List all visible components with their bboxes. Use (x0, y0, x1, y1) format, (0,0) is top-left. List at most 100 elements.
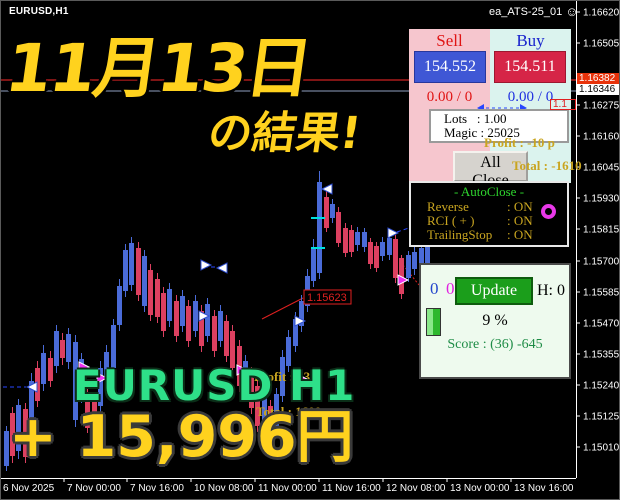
candle-body (243, 361, 248, 396)
candle-body (10, 413, 15, 456)
price-axis-label: 1.15010 (583, 443, 620, 454)
trade-arrow-icon (200, 259, 213, 271)
candle-body (299, 301, 304, 326)
price-axis-label: 1.16275 (583, 101, 620, 112)
price-axis-label: 1.15930 (583, 194, 620, 205)
trade-arrow-icon (387, 227, 400, 239)
price-tag-box (303, 289, 352, 305)
price-axis-label: 1.16620 (583, 8, 620, 19)
candle-body (330, 204, 335, 218)
time-axis-label: 11 Nov 00:00 (258, 483, 317, 494)
candle-body (368, 242, 373, 264)
lots-magic-box: Lots : 1.00 Magic : 25025 (429, 109, 569, 143)
price-axis-label: 1.15125 (583, 412, 620, 423)
candle-body (425, 244, 430, 263)
candle-body (136, 248, 141, 295)
candle-body (262, 396, 267, 435)
candle-body (199, 311, 204, 346)
update-button[interactable]: Update (455, 277, 533, 305)
candle-body (224, 321, 229, 356)
candle-body (374, 246, 379, 268)
candle-body (92, 400, 97, 429)
overlay-symbol-period: EURUSD H1 (73, 361, 356, 410)
lots-line: Lots : 1.00 (444, 111, 507, 126)
candle-body (274, 394, 279, 430)
candle-body (205, 304, 210, 336)
autoclose-row-trailingstop: TrailingStop : ON (411, 228, 567, 242)
time-axis-label: 6 Nov 2025 (3, 483, 55, 494)
trailingstop-value: : ON (507, 227, 533, 242)
percent-value: 9 % (482, 312, 508, 329)
time-axis-label: 13 Nov 00:00 (450, 483, 510, 494)
candle-body (311, 247, 316, 281)
candle-body (349, 230, 354, 252)
price-axis-label: 1.16045 (583, 163, 620, 174)
total-text-bottom: Total : 1600 p (256, 404, 332, 419)
trade-arrow-icon (294, 315, 307, 327)
candle-body (280, 357, 285, 396)
candle-body (268, 406, 273, 450)
price-axis-label: 1.15355 (583, 350, 620, 361)
candle-body (142, 256, 147, 306)
candle-body (66, 334, 71, 362)
close-arrow-icon (78, 361, 91, 373)
close-arrow-icon (296, 373, 309, 385)
candle-body (60, 340, 65, 358)
price-axis-label: 1.15240 (583, 381, 620, 392)
price-axis-label: 1.15700 (583, 257, 620, 268)
magenta-count: 0 (446, 279, 455, 298)
candle-body (336, 212, 341, 243)
reverse-value: : ON (507, 199, 533, 214)
trade-arrow-icon (215, 262, 228, 274)
time-axis-label: 7 Nov 16:00 (130, 483, 184, 494)
autoclose-panel: - AutoClose - Reverse : ON RCI ( + ) : O… (409, 181, 569, 247)
score-value: Score : (36) -645 (447, 337, 543, 352)
trade-arrow-icon (198, 310, 211, 322)
reverse-label: Reverse (427, 199, 469, 214)
trailingstop-label: TrailingStop (427, 227, 493, 242)
price-axis-label: 1.15585 (583, 288, 620, 299)
price-axis-label: 1.16505 (583, 39, 620, 50)
profit-text-bottom: Profit : 13 (254, 369, 311, 384)
candle-body (161, 293, 166, 331)
buy-button[interactable]: 154.511 (494, 51, 566, 83)
candle-body (380, 242, 385, 256)
trade-panel: Sell Buy 154.552 154.511 0.00 / 0 0.00 /… (409, 29, 571, 189)
trade-arrow-icon (25, 381, 38, 393)
chart-symbol-title: EURUSD,H1 (9, 6, 69, 17)
rci-value: : ON (507, 213, 533, 228)
time-axis-label: 12 Nov 08:00 (386, 483, 446, 494)
ea-name-label: ea_ATS-25_01 (489, 5, 563, 18)
sell-label: Sell (436, 31, 463, 50)
candle-body (212, 316, 217, 351)
candle-body (23, 409, 28, 457)
price-axis-label: 1.15815 (583, 225, 620, 236)
candle-body (48, 358, 53, 381)
sell-button[interactable]: 154.552 (414, 51, 486, 83)
candle-body (167, 289, 172, 321)
candle-body (218, 311, 223, 341)
candle-body (255, 386, 260, 426)
candle-body (286, 337, 291, 366)
time-axis-label: 13 Nov 16:00 (514, 483, 574, 494)
close-arrow-icon (96, 372, 109, 384)
candle-body (399, 258, 404, 294)
candle-body (393, 239, 398, 278)
time-axis-label: 11 Nov 16:00 (322, 483, 381, 494)
ea-smiley-icon[interactable]: ☺ (565, 4, 579, 19)
candle-body (41, 353, 46, 384)
candle-body (155, 279, 160, 317)
candle-body (16, 405, 21, 451)
candle-body (186, 306, 191, 341)
candle-body (293, 319, 298, 346)
buy-label: Buy (516, 31, 545, 50)
price-axis-label: 1.15470 (583, 319, 620, 330)
candle-body (54, 331, 59, 366)
h-count: H: 0 (537, 282, 565, 299)
candle-body (123, 250, 128, 291)
candle-body (362, 232, 367, 247)
autoclose-row-rci: RCI ( + ) : ON (411, 214, 567, 228)
overlay-result-subheadline: の結果! (204, 108, 365, 159)
time-axis-label: 7 Nov 00:00 (67, 483, 121, 494)
